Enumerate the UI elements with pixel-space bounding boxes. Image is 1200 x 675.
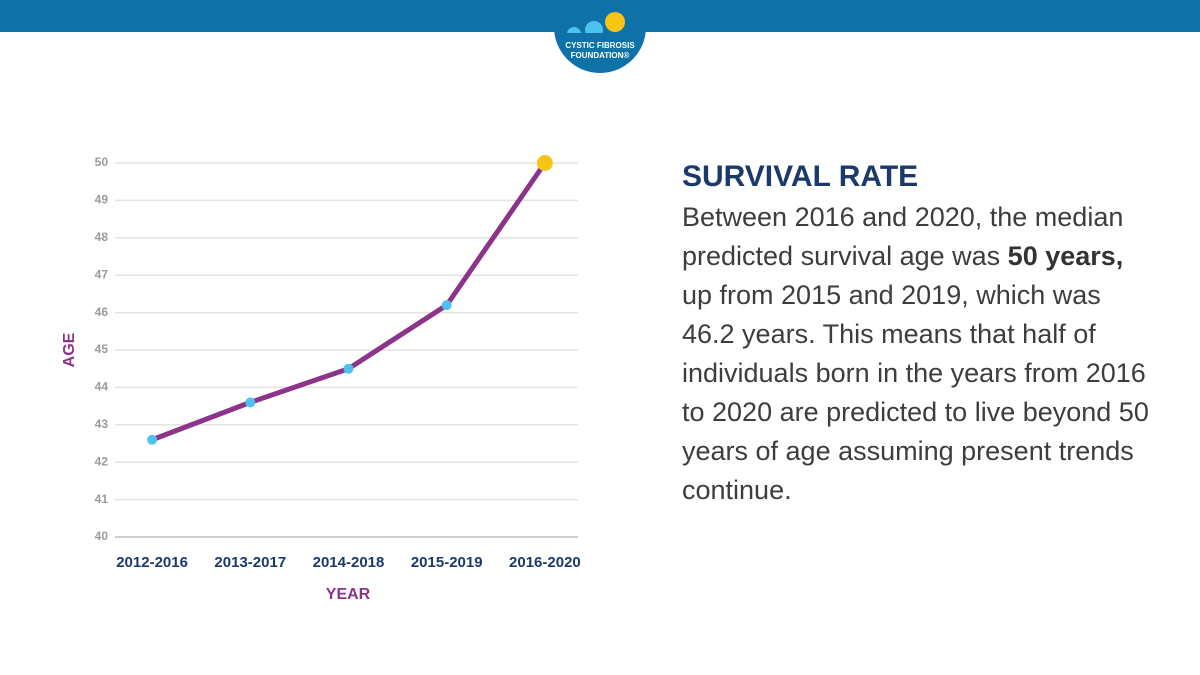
point bbox=[245, 397, 256, 408]
point bbox=[441, 300, 452, 311]
y-tick-label: 41 bbox=[95, 492, 109, 506]
logo-mask bbox=[560, 33, 630, 41]
logo-dot bbox=[605, 12, 625, 32]
y-tick-label: 47 bbox=[95, 267, 109, 281]
x-axis-label: YEAR bbox=[326, 586, 371, 603]
point bbox=[147, 434, 158, 445]
body-text: Between 2016 and 2020, the median predic… bbox=[682, 202, 1124, 271]
x-tick-label: 2016-2020 bbox=[509, 554, 581, 571]
y-tick-label: 40 bbox=[95, 529, 109, 543]
y-tick-label: 44 bbox=[95, 380, 109, 394]
y-tick-label: 42 bbox=[95, 454, 109, 468]
line bbox=[151, 161, 547, 443]
body-highlight: 50 years, bbox=[1007, 241, 1124, 271]
y-tick-label: 45 bbox=[95, 342, 109, 356]
y-tick-label: 43 bbox=[95, 417, 109, 431]
x-tick-label: 2012-2016 bbox=[116, 554, 188, 571]
y-tick-label: 46 bbox=[95, 305, 109, 319]
point bbox=[536, 155, 553, 171]
body-text: up from 2015 and 2019, which was 46.2 ye… bbox=[682, 280, 1149, 505]
x-tick-label: 2015-2019 bbox=[411, 554, 483, 571]
logo-text: FOUNDATION® bbox=[571, 51, 630, 60]
x-tick-label: 2014-2018 bbox=[313, 554, 385, 571]
y-axis-label: AGE bbox=[61, 332, 78, 367]
text-panel: SURVIVAL RATE Between 2016 and 2020, the… bbox=[682, 160, 1152, 510]
y-tick-label: 49 bbox=[95, 193, 109, 207]
point bbox=[343, 363, 354, 374]
y-tick-label: 50 bbox=[95, 155, 109, 169]
y-tick-label: 48 bbox=[95, 230, 109, 244]
logo-text: CYSTIC FIBROSIS bbox=[565, 41, 635, 50]
panel-title: SURVIVAL RATE bbox=[682, 160, 919, 193]
x-tick-label: 2013-2017 bbox=[214, 554, 286, 571]
panel-body: Between 2016 and 2020, the median predic… bbox=[682, 198, 1152, 510]
